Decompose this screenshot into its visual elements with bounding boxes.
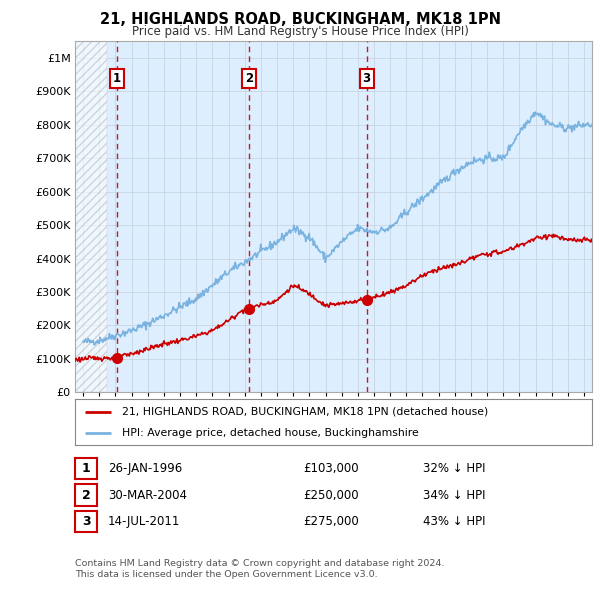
Bar bbox=[75, 41, 107, 392]
Text: 3: 3 bbox=[362, 71, 371, 84]
Text: 14-JUL-2011: 14-JUL-2011 bbox=[108, 515, 181, 528]
Text: £250,000: £250,000 bbox=[303, 489, 359, 502]
Text: £103,000: £103,000 bbox=[303, 462, 359, 475]
Text: 21, HIGHLANDS ROAD, BUCKINGHAM, MK18 1PN: 21, HIGHLANDS ROAD, BUCKINGHAM, MK18 1PN bbox=[100, 12, 500, 27]
Text: 34% ↓ HPI: 34% ↓ HPI bbox=[423, 489, 485, 502]
Text: 26-JAN-1996: 26-JAN-1996 bbox=[108, 462, 182, 475]
Text: 1: 1 bbox=[82, 462, 91, 475]
Text: 21, HIGHLANDS ROAD, BUCKINGHAM, MK18 1PN (detached house): 21, HIGHLANDS ROAD, BUCKINGHAM, MK18 1PN… bbox=[122, 407, 488, 417]
Text: 43% ↓ HPI: 43% ↓ HPI bbox=[423, 515, 485, 528]
Text: 2: 2 bbox=[82, 489, 91, 502]
Text: 2: 2 bbox=[245, 71, 253, 84]
Text: £275,000: £275,000 bbox=[303, 515, 359, 528]
Text: 3: 3 bbox=[82, 515, 91, 528]
Text: 1: 1 bbox=[112, 71, 121, 84]
Text: Contains HM Land Registry data © Crown copyright and database right 2024.
This d: Contains HM Land Registry data © Crown c… bbox=[75, 559, 445, 579]
Text: HPI: Average price, detached house, Buckinghamshire: HPI: Average price, detached house, Buck… bbox=[122, 428, 418, 438]
Text: 30-MAR-2004: 30-MAR-2004 bbox=[108, 489, 187, 502]
Text: Price paid vs. HM Land Registry's House Price Index (HPI): Price paid vs. HM Land Registry's House … bbox=[131, 25, 469, 38]
Text: 32% ↓ HPI: 32% ↓ HPI bbox=[423, 462, 485, 475]
